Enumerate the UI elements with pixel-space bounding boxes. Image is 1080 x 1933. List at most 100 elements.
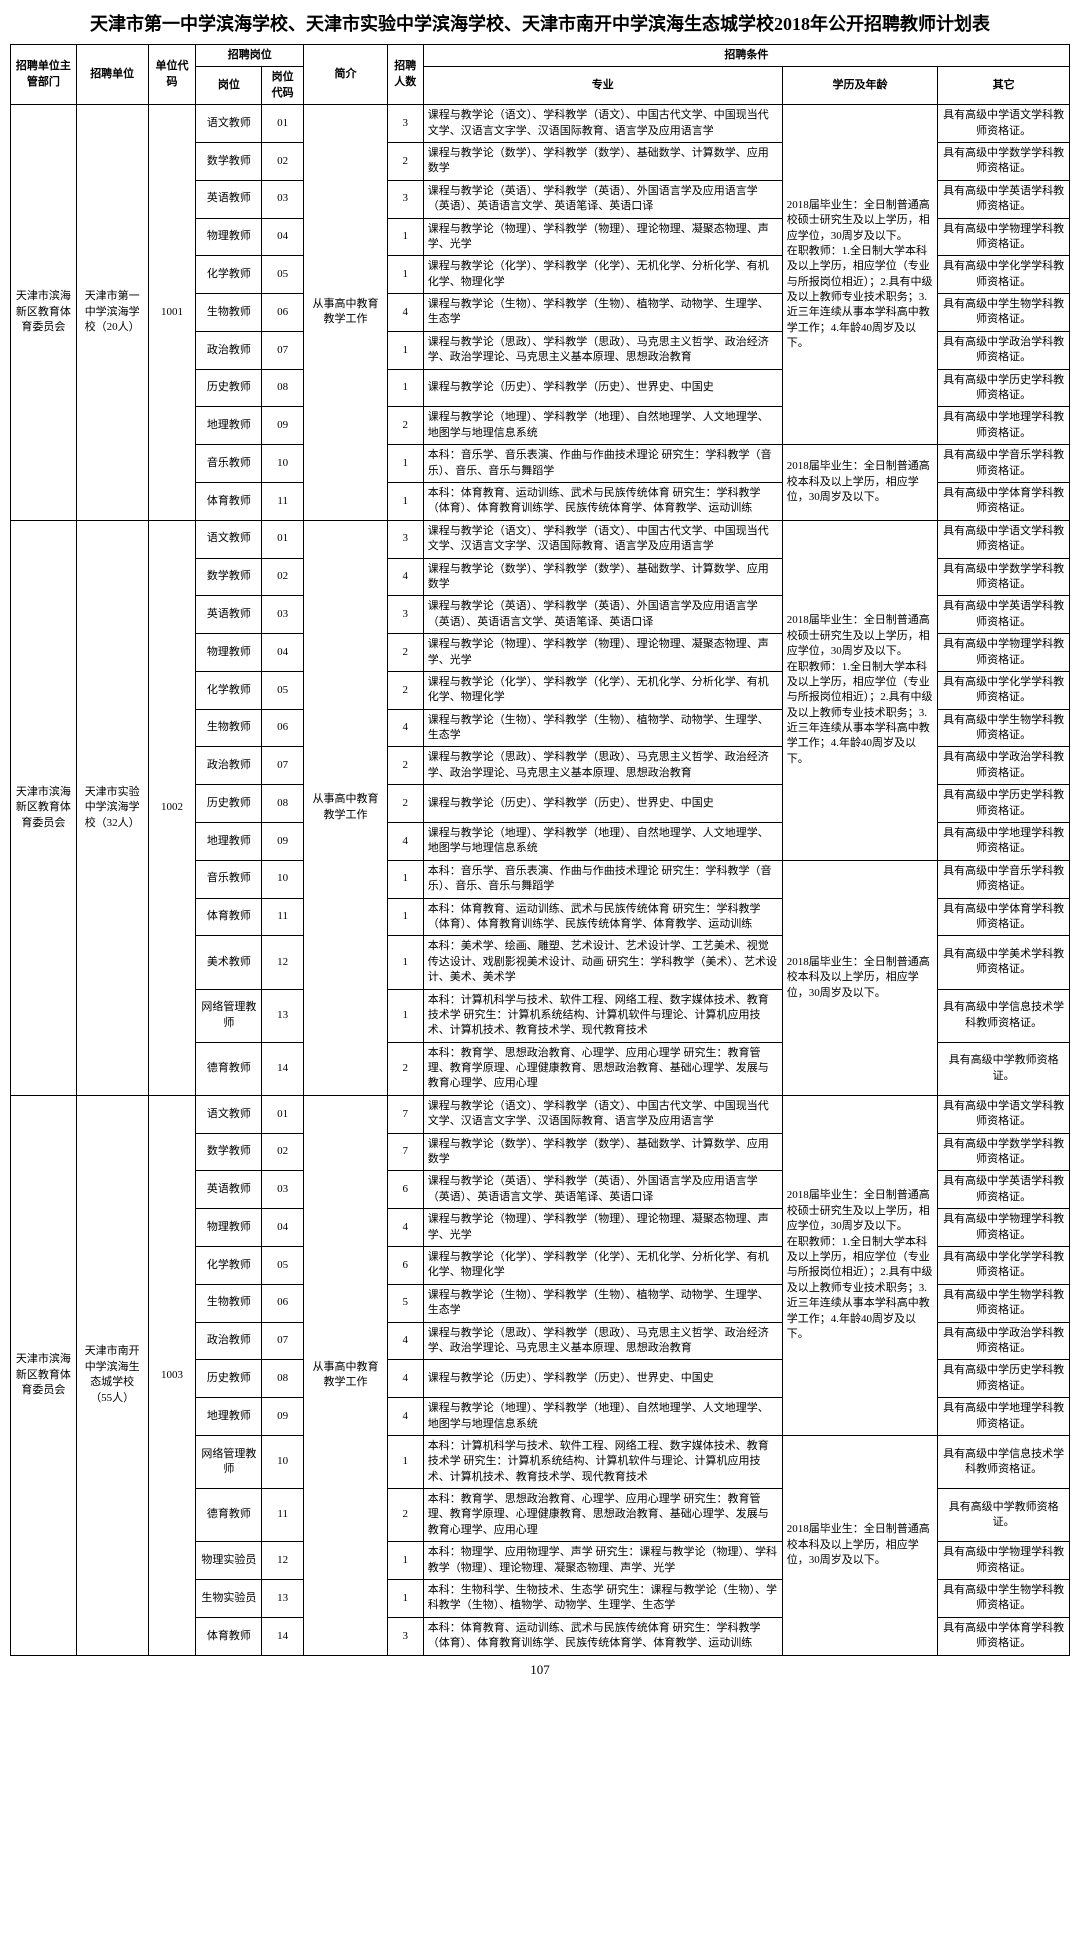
cell: 7 [387,1095,423,1133]
cell: 物理教师 [196,1209,262,1247]
cell: 德育教师 [196,1489,262,1542]
cell: 化学教师 [196,671,262,709]
cell: 历史教师 [196,785,262,823]
table-row: 天津市滨海新区教育体育委员会天津市南开中学滨海生态城学校（55人）1003语文教… [11,1095,1070,1133]
cell: 2018届毕业生：全日制普通高校硕士研究生及以上学历，相应学位，30周岁及以下。… [782,520,938,860]
cell: 具有高级中学数学学科教师资格证。 [938,142,1070,180]
cell: 本科：计算机科学与技术、软件工程、网络工程、数字媒体技术、教育技术学 研究生：计… [423,989,782,1042]
cell: 课程与教学论（地理）、学科教学（地理）、自然地理学、人文地理学、地图学与地理信息… [423,407,782,445]
cell: 11 [262,482,304,520]
cell: 具有高级中学数学学科教师资格证。 [938,558,1070,596]
cell: 具有高级中学教师资格证。 [938,1042,1070,1095]
recruitment-table: 招聘单位主管部门 招聘单位 单位代码 招聘岗位 简介 招聘人数 招聘条件 岗位 … [10,44,1070,1656]
th-poscode: 岗位代码 [262,67,304,105]
cell: 课程与教学论（数学）、学科教学（数学）、基础数学、计算数学、应用数学 [423,1133,782,1171]
cell: 3 [387,180,423,218]
cell: 4 [387,1398,423,1436]
cell: 具有高级中学政治学科教师资格证。 [938,747,1070,785]
cell: 具有高级中学化学学科教师资格证。 [938,256,1070,294]
cell: 06 [262,709,304,747]
cell: 1 [387,989,423,1042]
cell: 08 [262,1360,304,1398]
cell: 4 [387,1360,423,1398]
cell: 课程与教学论（语文）、学科教学（语文）、中国古代文学、中国现当代文学、汉语言文字… [423,1095,782,1133]
cell: 3 [387,596,423,634]
th-intro: 简介 [304,45,388,105]
cell: 地理教师 [196,407,262,445]
cell: 具有高级中学信息技术学科教师资格证。 [938,989,1070,1042]
cell: 09 [262,407,304,445]
cell: 课程与教学论（化学）、学科教学（化学）、无机化学、分析化学、有机化学、物理化学 [423,256,782,294]
cell: 06 [262,294,304,332]
cell: 从事高中教育教学工作 [304,1095,388,1655]
cell: 物理实验员 [196,1542,262,1580]
cell: 具有高级中学体育学科教师资格证。 [938,1617,1070,1655]
cell: 化学教师 [196,256,262,294]
cell: 1 [387,860,423,898]
cell: 课程与教学论（生物）、学科教学（生物）、植物学、动物学、生理学、生态学 [423,709,782,747]
cell: 课程与教学论（语文）、学科教学（语文）、中国古代文学、中国现当代文学、汉语言文字… [423,520,782,558]
cell: 09 [262,823,304,861]
cell: 08 [262,369,304,407]
cell: 音乐教师 [196,860,262,898]
cell: 10 [262,1435,304,1488]
cell: 6 [387,1171,423,1209]
cell: 12 [262,936,304,989]
cell: 7 [387,1133,423,1171]
cell: 3 [387,105,423,143]
cell: 具有高级中学政治学科教师资格证。 [938,331,1070,369]
cell: 4 [387,558,423,596]
cell: 具有高级中学语文学科教师资格证。 [938,520,1070,558]
cell: 具有高级中学英语学科教师资格证。 [938,1171,1070,1209]
cell: 1 [387,218,423,256]
cell: 课程与教学论（数学）、学科教学（数学）、基础数学、计算数学、应用数学 [423,558,782,596]
cell: 具有高级中学生物学科教师资格证。 [938,294,1070,332]
cell: 02 [262,142,304,180]
cell: 英语教师 [196,1171,262,1209]
cell: 生物教师 [196,1284,262,1322]
cell: 物理教师 [196,218,262,256]
cell: 1 [387,898,423,936]
cell: 14 [262,1617,304,1655]
cell: 具有高级中学地理学科教师资格证。 [938,1398,1070,1436]
cell: 地理教师 [196,1398,262,1436]
cell: 本科：音乐学、音乐表演、作曲与作曲技术理论 研究生：学科教学（音乐）、音乐、音乐… [423,860,782,898]
cell: 2 [387,142,423,180]
cell: 11 [262,898,304,936]
cell: 4 [387,294,423,332]
cell: 具有高级中学英语学科教师资格证。 [938,596,1070,634]
cell: 2 [387,747,423,785]
cell: 体育教师 [196,1617,262,1655]
cell: 具有高级中学生物学科教师资格证。 [938,1580,1070,1618]
cell: 02 [262,1133,304,1171]
cell: 1 [387,256,423,294]
cell: 具有高级中学物理学科教师资格证。 [938,218,1070,256]
cell: 生物教师 [196,294,262,332]
cell: 具有高级中学数学学科教师资格证。 [938,1133,1070,1171]
cell: 2 [387,1042,423,1095]
cell: 具有高级中学语文学科教师资格证。 [938,105,1070,143]
th-edu: 学历及年龄 [782,67,938,105]
cell: 4 [387,709,423,747]
cell: 具有高级中学生物学科教师资格证。 [938,1284,1070,1322]
cell: 历史教师 [196,369,262,407]
cell: 01 [262,520,304,558]
cell: 01 [262,1095,304,1133]
cell: 11 [262,1489,304,1542]
cell: 本科：体育教育、运动训练、武术与民族传统体育 研究生：学科教学（体育）、体育教育… [423,482,782,520]
cell: 课程与教学论（化学）、学科教学（化学）、无机化学、分析化学、有机化学、物理化学 [423,671,782,709]
cell: 2 [387,785,423,823]
cell: 生物教师 [196,709,262,747]
cell: 课程与教学论（思政）、学科教学（思政）、马克思主义哲学、政治经济学、政治学理论、… [423,747,782,785]
cell: 课程与教学论（化学）、学科教学（化学）、无机化学、分析化学、有机化学、物理化学 [423,1247,782,1285]
cell: 语文教师 [196,1095,262,1133]
cell: 1 [387,482,423,520]
cell: 10 [262,445,304,483]
cell: 课程与教学论（语文）、学科教学（语文）、中国古代文学、中国现当代文学、汉语言文字… [423,105,782,143]
cell: 具有高级中学物理学科教师资格证。 [938,1209,1070,1247]
cell: 课程与教学论（英语）、学科教学（英语）、外国语言学及应用语言学（英语）、英语语言… [423,596,782,634]
cell: 物理教师 [196,634,262,672]
cell: 具有高级中学政治学科教师资格证。 [938,1322,1070,1360]
cell: 2 [387,671,423,709]
th-num: 招聘人数 [387,45,423,105]
